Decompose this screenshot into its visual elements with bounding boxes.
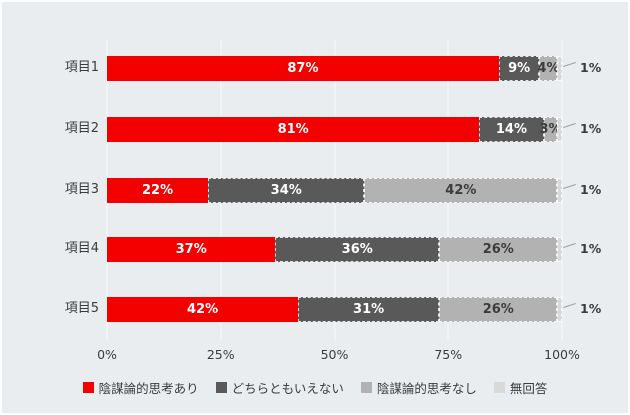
bar-segment-neither: 34% [208, 177, 365, 203]
segment-value-label: 34% [270, 182, 302, 198]
bar-row-1: 87% 9% 4% [107, 55, 562, 81]
x-tick-label: 50% [320, 347, 349, 362]
legend-swatch-icon [215, 382, 227, 393]
callout-value-label: 1% [580, 301, 602, 316]
bar-segment-no: 26% [439, 236, 558, 262]
bar-row-3: 22% 34% 42% [107, 177, 562, 203]
legend-item-noanswer: 無回答 [493, 378, 548, 397]
segment-value-label: 9% [508, 60, 531, 76]
callout-connector [563, 184, 576, 189]
bar-segment-no: 4% [537, 55, 560, 81]
x-tick-label: 100% [544, 347, 580, 362]
legend: 陰謀論的思考あり どちらともいえない 陰謀論的思考なし 無回答 [2, 378, 628, 397]
bar-segment-no: 26% [439, 296, 558, 322]
bar-segment-noanswer [557, 55, 562, 81]
bar-segment-neither: 31% [298, 296, 440, 322]
bar-segment-no: 42% [364, 177, 558, 203]
segment-value-label: 42% [445, 182, 477, 198]
gridline-100 [561, 40, 563, 340]
bar-segment-noanswer [557, 236, 562, 262]
x-axis: 0% 25% 50% 75% 100% [97, 347, 580, 363]
callout-connector [563, 62, 576, 67]
bar-segment-no: 3% [539, 116, 562, 142]
bar-segment-yes: 87% [107, 55, 499, 81]
legend-label: 無回答 [509, 381, 548, 396]
plot-area: 87% 9% 4% 81% 14% 3% 22% 34% 42% 37% 36% 26% 42% 31% 2… [106, 40, 563, 340]
legend-label: どちらともいえない [231, 381, 344, 396]
category-label: 項目1 [64, 60, 99, 75]
bar-segment-yes: 42% [107, 296, 299, 322]
segment-value-label: 81% [277, 121, 309, 137]
legend-label: 陰謀論的思考なし [376, 381, 477, 396]
legend-item-yes: 陰謀論的思考あり [82, 378, 199, 397]
legend-swatch-icon [82, 382, 94, 393]
callout-value-label: 1% [580, 182, 602, 197]
bar-row-4: 37% 36% 26% [107, 236, 562, 262]
bar-segment-neither: 9% [498, 55, 540, 81]
legend-label: 陰謀論的思考あり [98, 381, 199, 396]
segment-value-label: 36% [341, 241, 373, 257]
callout-value-label: 1% [580, 60, 602, 75]
segment-value-label: 26% [482, 301, 514, 317]
segment-value-label: 4% [537, 60, 560, 76]
legend-swatch-icon [493, 382, 505, 393]
segment-value-label: 87% [287, 60, 319, 76]
segment-value-label: 14% [495, 121, 527, 137]
category-label: 項目4 [64, 241, 99, 256]
bar-segment-neither: 14% [479, 116, 544, 142]
segment-value-label: 22% [141, 182, 174, 198]
category-label: 項目2 [64, 121, 99, 136]
bar-segment-noanswer [557, 177, 562, 203]
callout-connector [563, 243, 576, 248]
category-label: 項目5 [64, 301, 99, 316]
bar-row-5: 42% 31% 26% [107, 296, 562, 322]
bar-segment-yes: 81% [107, 116, 480, 142]
x-tick-label: 75% [434, 347, 463, 362]
bar-segment-neither: 36% [275, 236, 440, 262]
legend-item-neither: どちらともいえない [215, 378, 344, 397]
segment-value-label: 3% [539, 121, 562, 137]
callout-connector [563, 303, 576, 308]
bar-segment-noanswer [557, 116, 562, 142]
bar-segment-yes: 37% [107, 236, 276, 262]
legend-swatch-icon [360, 382, 372, 393]
segment-value-label: 26% [482, 241, 514, 257]
segment-value-label: 37% [175, 241, 207, 257]
bar-segment-noanswer [557, 296, 562, 322]
category-label: 項目3 [64, 182, 99, 197]
callout-connector [563, 123, 576, 128]
segment-value-label: 42% [186, 301, 219, 317]
legend-item-no: 陰謀論的思考なし [360, 378, 477, 397]
bar-segment-yes: 22% [107, 177, 209, 203]
x-tick-label: 0% [97, 347, 117, 362]
bar-row-2: 81% 14% 3% [107, 116, 562, 142]
callout-value-label: 1% [580, 241, 602, 256]
callout-value-label: 1% [580, 121, 602, 136]
segment-value-label: 31% [353, 301, 385, 317]
x-tick-label: 25% [206, 347, 235, 362]
